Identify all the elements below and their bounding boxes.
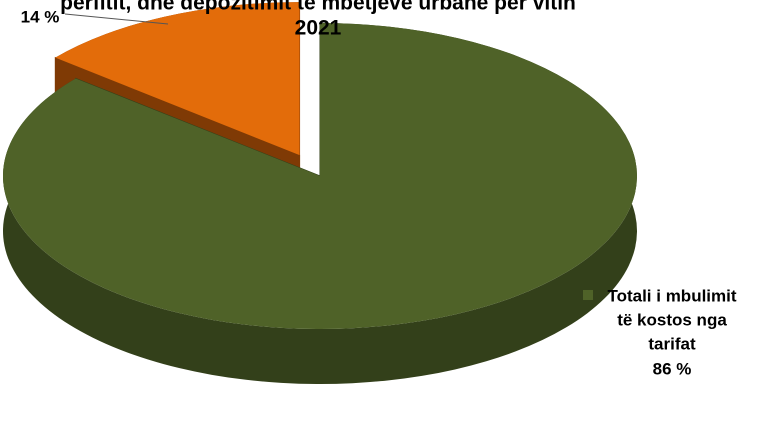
data-label-green-line-3: tarifat bbox=[648, 335, 696, 354]
title-line-1: përfitit, dhe depozitimit të mbetjeve ur… bbox=[60, 0, 576, 15]
data-labels: 14 % Totali i mbulimit të kostos nga tar… bbox=[21, 8, 737, 379]
chart-title: përfitit, dhe depozitimit të mbetjeve ur… bbox=[60, 0, 576, 40]
data-label-green-line-1: Totali i mbulimit bbox=[607, 287, 736, 306]
slice-green bbox=[2, 23, 637, 329]
legend-marker-green bbox=[583, 290, 593, 300]
data-label-green-line-2: të kostos nga bbox=[617, 311, 727, 330]
title-line-2: 2021 bbox=[295, 17, 342, 40]
slice-orange bbox=[55, 2, 300, 156]
data-label-orange-value: 14 % bbox=[21, 8, 60, 27]
leader-line bbox=[64, 13, 169, 25]
slices-layer bbox=[2, 2, 637, 384]
data-label-green-value: 86 % bbox=[653, 360, 692, 379]
